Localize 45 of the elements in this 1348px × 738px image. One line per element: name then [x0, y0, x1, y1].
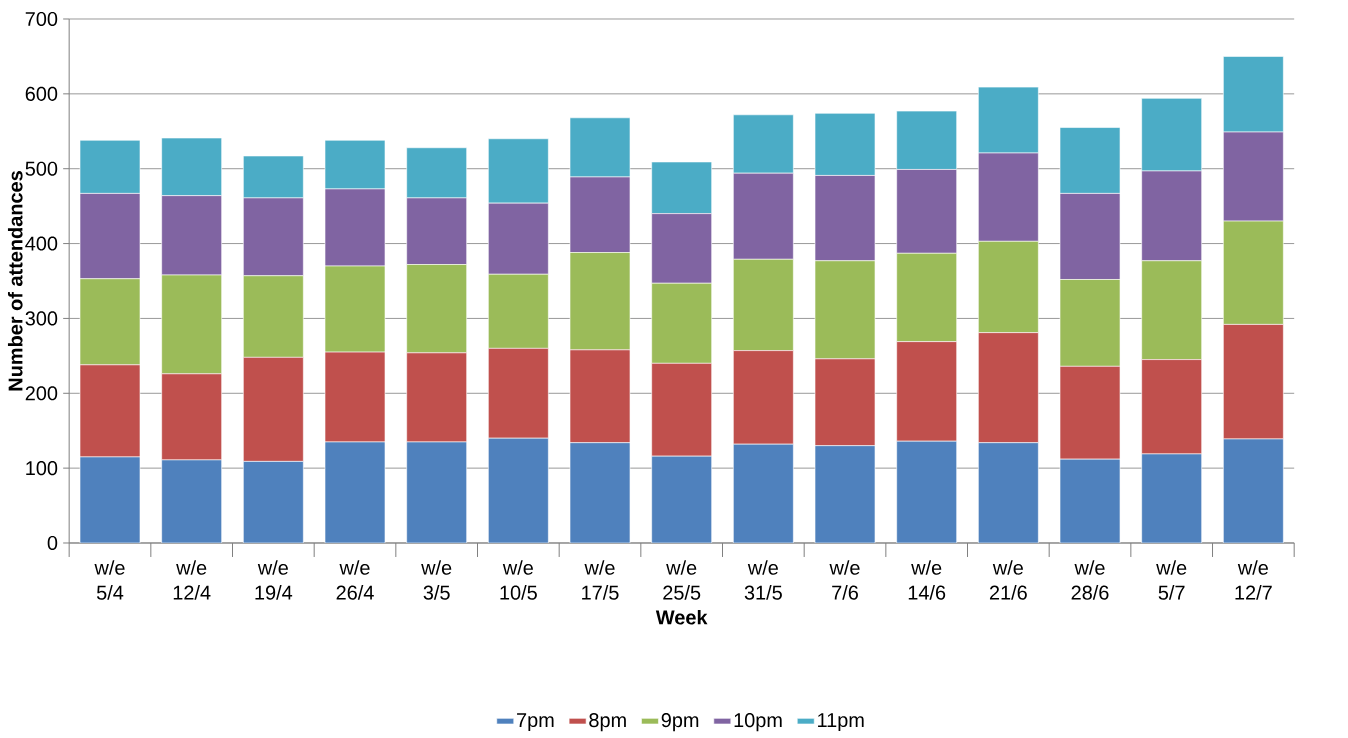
bar — [651, 455, 712, 543]
bar — [569, 442, 631, 543]
x-tick-label: w/e 26/4 — [336, 560, 374, 600]
bar — [896, 440, 957, 543]
x-tick-label: w/e 31/5 — [744, 560, 782, 600]
x-tick-label: w/e 12/7 — [1235, 560, 1272, 600]
y-tick-label: 100 — [26, 461, 58, 476]
x-tick-label: w/e 5/7 — [1156, 560, 1187, 600]
x-tick-label: w/e 17/5 — [582, 560, 619, 600]
y-axis-title: Number of attendances — [7, 171, 23, 391]
bar — [1059, 458, 1121, 543]
x-tick-label: w/e 12/4 — [173, 560, 211, 600]
x-tick-label: w/e 7/6 — [829, 560, 860, 600]
x-tick-label: w/e 3/5 — [421, 560, 452, 600]
bar — [324, 441, 386, 543]
bar — [79, 456, 141, 543]
x-tick-label: w/e 10/5 — [500, 560, 537, 600]
bar — [406, 441, 467, 543]
bar — [1141, 453, 1202, 543]
y-tick-label: 500 — [25, 161, 58, 176]
bar — [243, 461, 304, 543]
bar — [488, 437, 549, 543]
x-tick-label: w/e 19/4 — [255, 560, 293, 600]
bar — [1223, 438, 1284, 543]
x-tick-label: w/e 28/6 — [1071, 560, 1109, 600]
legend-label: 9pm — [661, 713, 699, 732]
x-tick-label: w/e 25/5 — [663, 560, 701, 600]
y-tick-label: 700 — [25, 11, 58, 27]
legend-label: 11pm — [818, 713, 864, 732]
x-axis-title: Week — [655, 609, 708, 625]
y-tick-label: 200 — [25, 386, 58, 401]
bar — [733, 443, 794, 543]
x-tick-label: w/e 21/6 — [989, 560, 1027, 600]
bar — [161, 459, 222, 543]
x-tick-label: w/e 14/6 — [908, 560, 946, 600]
y-tick-label: 300 — [25, 311, 58, 326]
y-tick-label: 400 — [25, 236, 58, 251]
y-tick-label: 0 — [47, 535, 58, 551]
y-tick-label: 600 — [25, 86, 58, 101]
bar — [978, 442, 1039, 543]
x-tick-label: w/e 5/4 — [94, 560, 125, 600]
legend-label: 8pm — [589, 713, 626, 732]
bar — [814, 445, 876, 543]
legend-label: 7pm — [517, 713, 554, 732]
legend-label: 10pm — [734, 713, 782, 732]
